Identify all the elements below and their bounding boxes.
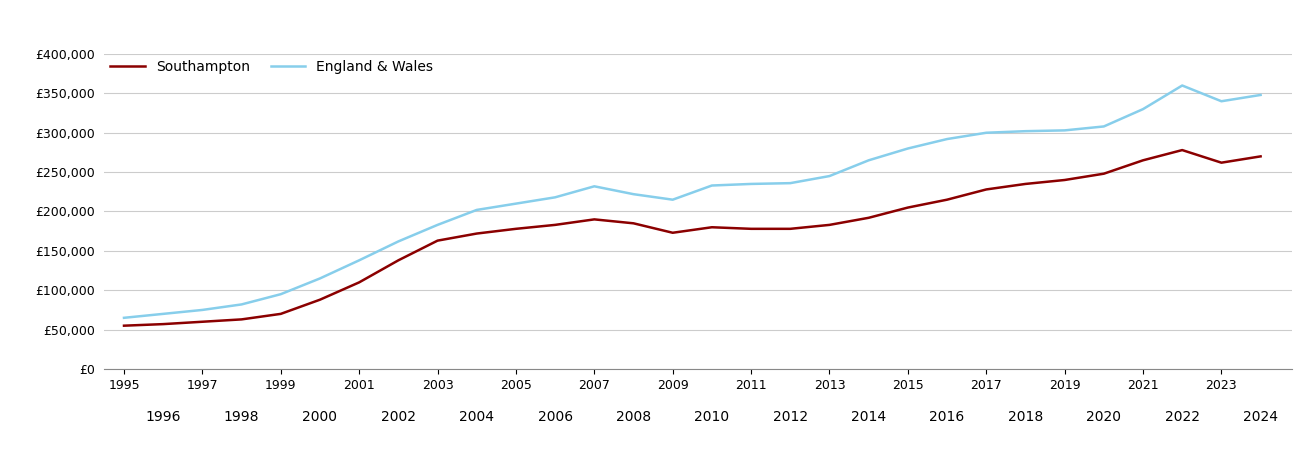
Southampton [429,238,445,243]
England & Wales [429,222,445,228]
Southampton [979,187,994,192]
Southampton [234,317,249,322]
Southampton [351,279,367,285]
Southampton [547,222,562,228]
Southampton [468,231,484,236]
Southampton [861,215,877,220]
England & Wales [940,136,955,142]
England & Wales [155,311,171,317]
Line: Southampton: Southampton [124,150,1261,326]
Southampton [273,311,288,317]
England & Wales [705,183,720,188]
Southampton [1253,153,1268,159]
England & Wales [1214,99,1229,104]
Southampton [783,226,799,231]
England & Wales [783,180,799,186]
England & Wales [900,146,916,151]
England & Wales [1096,124,1112,129]
England & Wales [744,181,760,187]
Southampton [940,197,955,202]
Southampton [1057,177,1073,183]
England & Wales [1057,128,1073,133]
Southampton [116,323,132,328]
England & Wales [468,207,484,212]
Southampton [900,205,916,210]
Southampton [1174,147,1190,153]
England & Wales [979,130,994,135]
England & Wales [351,257,367,263]
England & Wales [1174,83,1190,88]
England & Wales [273,292,288,297]
Line: England & Wales: England & Wales [124,86,1261,318]
England & Wales [625,191,641,197]
Southampton [508,226,523,231]
England & Wales [312,276,328,281]
Southampton [1214,160,1229,165]
England & Wales [390,238,406,244]
England & Wales [822,173,838,179]
England & Wales [547,194,562,200]
England & Wales [508,201,523,206]
England & Wales [1253,92,1268,98]
England & Wales [861,158,877,163]
England & Wales [234,302,249,307]
England & Wales [1135,106,1151,112]
England & Wales [1018,128,1034,134]
Southampton [1018,181,1034,187]
Southampton [822,222,838,228]
Southampton [625,220,641,226]
Southampton [155,321,171,327]
England & Wales [194,307,210,313]
Southampton [194,319,210,324]
Southampton [312,297,328,302]
Southampton [744,226,760,231]
Southampton [705,225,720,230]
Southampton [664,230,680,235]
Legend: Southampton, England & Wales: Southampton, England & Wales [104,54,438,79]
England & Wales [664,197,680,202]
Southampton [586,216,602,222]
Southampton [1096,171,1112,176]
England & Wales [586,184,602,189]
Southampton [390,257,406,263]
Southampton [1135,158,1151,163]
England & Wales [116,315,132,320]
